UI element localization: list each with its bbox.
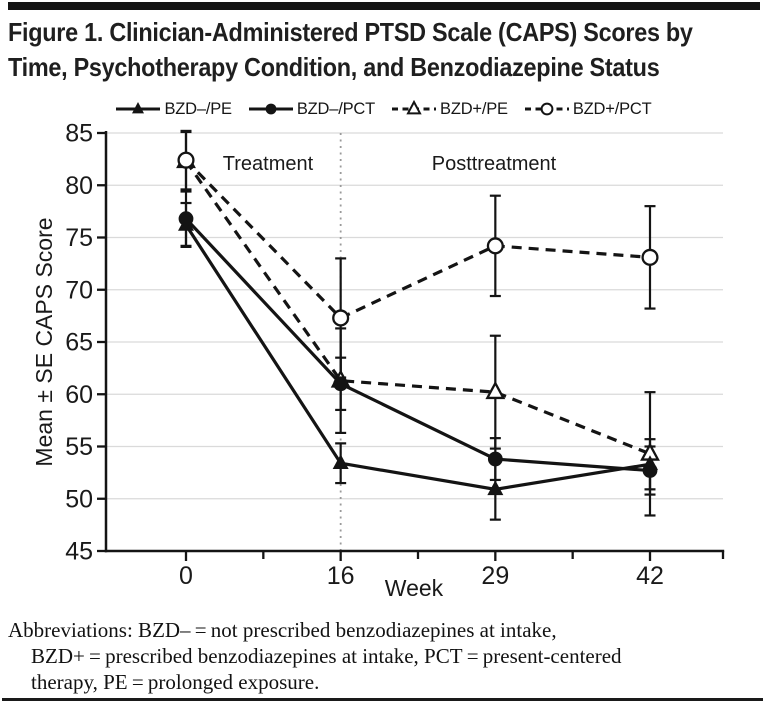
legend-label-bzdminus-pct: BZD–/PCT bbox=[296, 99, 376, 118]
abbreviations-line-3: therapy, PE = prolonged exposure. bbox=[31, 670, 320, 694]
top-rule bbox=[8, 2, 760, 10]
series-bzdplus-pct-markers bbox=[177, 151, 659, 327]
annotation-treatment: Treatment bbox=[223, 153, 314, 175]
legend-label-bzdplus-pe: BZD+/PE bbox=[440, 99, 508, 118]
y-tick-label: 85 bbox=[65, 120, 93, 148]
legend-swatch-bzdplus-pct bbox=[524, 102, 569, 116]
abbreviations-line-1: Abbreviations: BZD– = not prescribed ben… bbox=[8, 618, 557, 642]
x-tick-label: 16 bbox=[327, 562, 355, 590]
y-tick-label: 60 bbox=[65, 381, 93, 409]
y-tick-label: 55 bbox=[65, 433, 93, 461]
figure-title-line-2: Time, Psychotherapy Condition, and Benzo… bbox=[8, 52, 660, 82]
y-axis-label: Mean ± SE CAPS Score bbox=[31, 217, 57, 466]
legend-item-bzdminus-pe: BZD–/PE bbox=[116, 99, 232, 119]
y-tick-label: 65 bbox=[65, 329, 93, 357]
figure-title-line-1: Figure 1. Clinician-Administered PTSD Sc… bbox=[8, 17, 693, 47]
series-bzdminus-pct-markers bbox=[178, 211, 658, 478]
y-tick-label: 75 bbox=[65, 224, 93, 252]
x-tick-label: 42 bbox=[636, 562, 664, 590]
x-tick-label: 0 bbox=[179, 562, 193, 590]
series-bzdminus-pe-error-bars bbox=[180, 201, 656, 521]
y-tick-label: 50 bbox=[65, 485, 93, 513]
series-bzdplus-pe-line bbox=[184, 160, 651, 456]
legend-swatch-bzdminus-pe bbox=[116, 102, 161, 114]
legend-item-bzdplus-pct: BZD+/PCT bbox=[524, 99, 652, 119]
bottom-rule bbox=[2, 698, 763, 701]
abbreviations-note: Abbreviations: BZD– = not prescribed ben… bbox=[8, 617, 762, 695]
series-bzdminus-pe-line bbox=[184, 224, 651, 491]
legend-label-bzdplus-pct: BZD+/PCT bbox=[572, 99, 652, 118]
y-tick-label: 70 bbox=[65, 276, 93, 304]
x-tick-label: 29 bbox=[481, 562, 509, 590]
abbreviations-line-2: BZD+ = prescribed benzodiazepines at int… bbox=[31, 644, 622, 668]
legend-swatch-bzdminus-pct bbox=[248, 103, 293, 115]
legend-item-bzdminus-pct: BZD–/PCT bbox=[248, 99, 376, 119]
legend-item-bzdplus-pe: BZD+/PE bbox=[392, 100, 508, 119]
series-bzdplus-pct-line bbox=[184, 159, 651, 320]
figure-title: Figure 1. Clinician-Administered PTSD Sc… bbox=[8, 15, 768, 85]
legend-swatch-bzdplus-pe bbox=[392, 100, 437, 115]
y-axis-ticks: 45 50 55 60 65 70 75 80 85 bbox=[65, 120, 106, 566]
x-axis-label: Week bbox=[385, 575, 444, 601]
series-bzdminus-pe-markers bbox=[178, 215, 658, 496]
caps-line-chart: 45 50 55 60 65 70 75 80 85 0 16 29 42 Week Mean ± SE C… bbox=[31, 120, 725, 601]
gridlines bbox=[106, 132, 723, 500]
chart-legend: BZD–/PE BZD–/PCT BZD+/PE BZD+/PCT bbox=[0, 97, 768, 121]
legend-label-bzdminus-pe: BZD–/PE bbox=[164, 99, 232, 118]
series-bzdplus-pe-markers bbox=[176, 149, 660, 461]
y-tick-label: 45 bbox=[65, 538, 93, 566]
series-bzdminus-pct-line bbox=[184, 217, 651, 473]
y-tick-label: 80 bbox=[65, 172, 93, 200]
x-axis-ticks: 0 16 29 42 bbox=[179, 551, 725, 590]
annotation-posttreatment: Posttreatment bbox=[432, 153, 557, 175]
